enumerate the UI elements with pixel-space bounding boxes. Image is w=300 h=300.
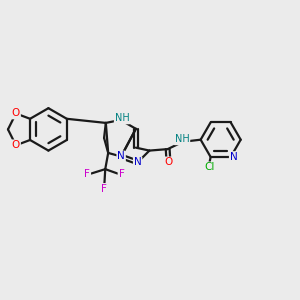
Text: F: F — [84, 169, 90, 178]
Text: Cl: Cl — [204, 162, 214, 172]
Text: N: N — [134, 158, 142, 167]
Text: N: N — [117, 152, 125, 161]
Text: NH: NH — [175, 134, 190, 144]
Text: NH: NH — [115, 113, 129, 124]
Text: O: O — [12, 140, 20, 150]
Text: F: F — [101, 184, 107, 194]
Text: O: O — [12, 109, 20, 118]
Text: O: O — [164, 158, 173, 167]
Text: N: N — [230, 152, 238, 162]
Text: F: F — [118, 169, 124, 178]
